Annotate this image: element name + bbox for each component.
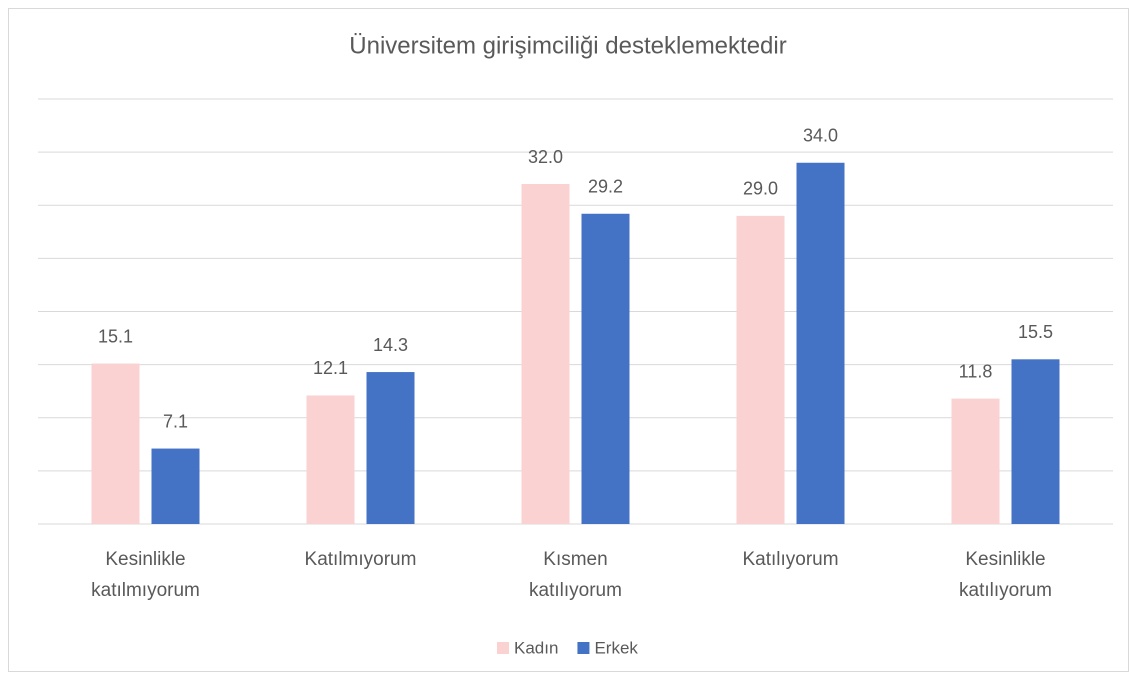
data-label: 15.5 <box>1018 322 1053 342</box>
legend-label: Erkek <box>594 638 638 657</box>
data-label: 29.2 <box>588 177 623 197</box>
data-label: 34.0 <box>803 126 838 146</box>
data-label: 14.3 <box>373 335 408 355</box>
x-tick-label: Kısmen katılıyorum <box>529 549 622 601</box>
bar <box>796 162 845 524</box>
x-tick-label: Katılmıyorum <box>305 549 417 570</box>
bar <box>951 398 1000 524</box>
bar <box>151 448 200 524</box>
data-label: 11.8 <box>959 361 993 381</box>
x-tick-label: Katılıyorum <box>742 549 838 570</box>
bar <box>581 213 630 524</box>
data-label: 29.0 <box>743 179 778 199</box>
legend-swatch <box>577 642 590 654</box>
bar <box>521 184 570 524</box>
data-label: 32.0 <box>528 147 563 167</box>
data-label: 15.1 <box>98 326 133 346</box>
bar <box>736 215 785 524</box>
legend-swatch <box>497 642 509 654</box>
chart-title: Üniversitem girişimciliği desteklemekted… <box>349 32 786 59</box>
legend-label: Kadın <box>514 638 558 657</box>
x-tick-label: Kesinlikle katılıyorum <box>959 549 1052 601</box>
data-label: 7.1 <box>163 411 188 431</box>
bar <box>306 395 355 524</box>
bar <box>1011 359 1060 524</box>
data-label: 12.1 <box>313 358 348 378</box>
bar <box>366 372 415 524</box>
x-tick-label: Kesinlikle katılmıyorum <box>91 549 200 601</box>
bar <box>91 363 140 524</box>
